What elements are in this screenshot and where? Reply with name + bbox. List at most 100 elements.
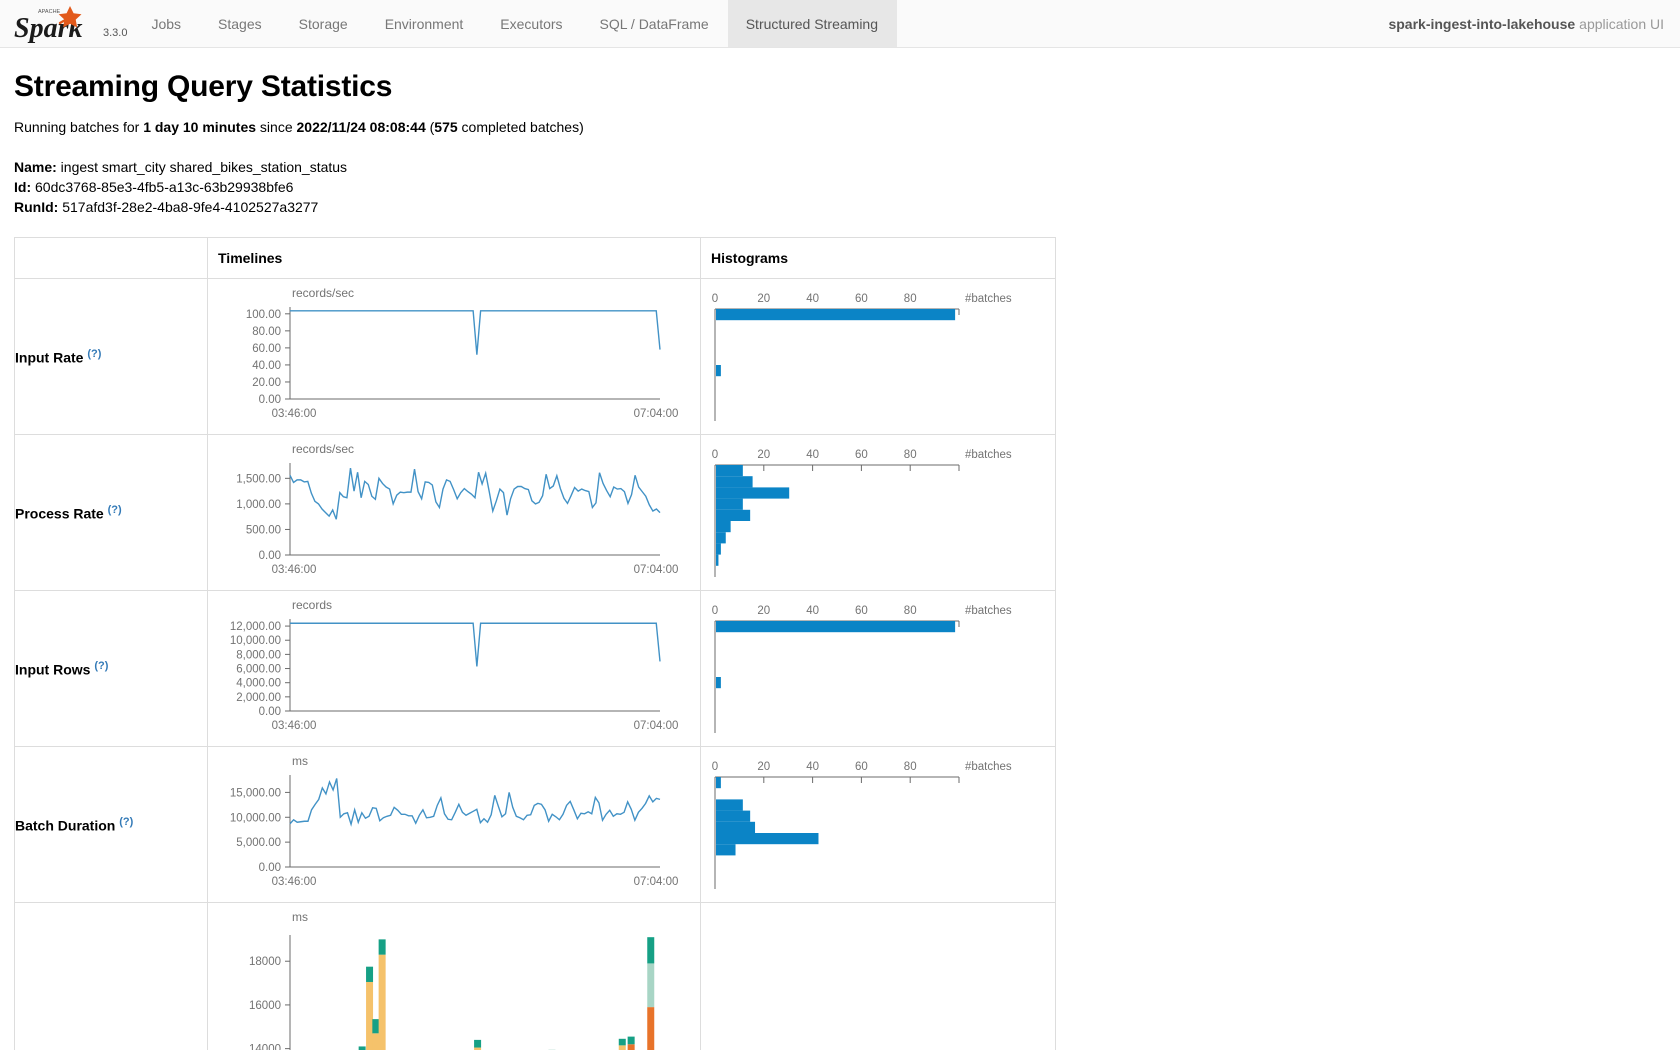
svg-text:100.00: 100.00: [246, 309, 281, 321]
timeline-chart-input-rate[interactable]: records/sec 100.00 80.00 60.00 40.00 20.00 0.0…: [208, 279, 700, 434]
svg-text:03:46:00: 03:46:00: [272, 408, 317, 420]
help-icon-process-rate[interactable]: (?): [107, 503, 122, 516]
histogram-cell-operation-duration[interactable]: [700, 902, 1056, 1050]
table-body: Input Rate (?) records/sec 100.00 80.00 60.…: [14, 278, 1056, 1050]
completed-batch-count: 575: [434, 119, 458, 135]
svg-text:20: 20: [757, 293, 770, 305]
application-name-suffix: application UI: [1579, 15, 1664, 32]
svg-text:80: 80: [904, 761, 917, 773]
row-label-batch-duration: Batch Duration (?): [14, 746, 208, 903]
timeline-chart-operation-duration[interactable]: ms 18000 16000 14000: [208, 903, 700, 1050]
query-id-label: Id:: [14, 179, 32, 195]
top-navbar: Spark APACHE 3.3.0 Jobs Stages Storage E…: [0, 0, 1680, 48]
nav-item-stages[interactable]: Stages: [218, 15, 262, 32]
timeline-chart-batch-duration[interactable]: ms 15,000.00 10,000.00 5,000.00 0.00 03:46:00…: [208, 747, 700, 902]
timeline-cell-operation-duration[interactable]: ms 18000 16000 14000: [207, 902, 701, 1050]
running-batches-summary: Running batches for 1 day 10 minutes sin…: [14, 117, 1666, 137]
timeline-cell-process-rate[interactable]: records/sec 1,500.00 1,000.00 500.00 0.00 03:…: [207, 434, 701, 591]
svg-text:20.00: 20.00: [252, 377, 281, 389]
help-icon-input-rate[interactable]: (?): [87, 347, 102, 360]
svg-text:1,000.00: 1,000.00: [236, 499, 281, 511]
help-icon-input-rows[interactable]: (?): [94, 659, 109, 672]
svg-text:ms: ms: [292, 754, 308, 768]
row-label-input-rows: Input Rows (?): [14, 590, 208, 747]
timeline-cell-input-rows[interactable]: records 12,000.00 10,000.00 8,000.00 6,000.0…: [207, 590, 701, 747]
running-open-paren: (: [425, 119, 435, 135]
svg-text:8,000.00: 8,000.00: [236, 649, 281, 661]
table-row-input-rate: Input Rate (?) records/sec 100.00 80.00 60.…: [14, 278, 1056, 435]
svg-text:0: 0: [712, 449, 718, 461]
row-label-input-rate-text: Input Rate: [15, 349, 84, 366]
nav-item-executors[interactable]: Executors: [500, 15, 563, 32]
svg-text:#batches: #batches: [965, 449, 1012, 461]
histogram-cell-input-rate[interactable]: 0 20 40 60 80 #batches: [700, 278, 1056, 435]
application-name-value: spark-ingest-into-lakehouse: [1388, 15, 1576, 32]
timeline-cell-input-rate[interactable]: records/sec 100.00 80.00 60.00 40.00 20.00 0.0…: [207, 278, 701, 435]
table-header-row: Timelines Histograms: [14, 237, 1056, 279]
svg-text:60: 60: [855, 605, 868, 617]
svg-text:07:04:00: 07:04:00: [634, 720, 678, 732]
histogram-chart-input-rate[interactable]: 0 20 40 60 80 #batches: [701, 279, 1055, 434]
timeline-cell-batch-duration[interactable]: ms 15,000.00 10,000.00 5,000.00 0.00 03:46:00…: [207, 746, 701, 903]
svg-text:16000: 16000: [249, 1000, 281, 1012]
svg-text:12,000.00: 12,000.00: [230, 621, 281, 633]
running-prefix: Running batches for: [14, 119, 144, 135]
svg-text:60.00: 60.00: [252, 343, 281, 355]
svg-text:records/sec: records/sec: [292, 442, 354, 456]
table-row-operation-duration: ms 18000 16000 14000: [14, 902, 1056, 1050]
nav-item-sql-dataframe[interactable]: SQL / DataFrame: [599, 15, 709, 32]
table-row-batch-duration: Batch Duration (?) ms 15,000.00 10,000.00 5…: [14, 746, 1056, 903]
svg-text:#batches: #batches: [965, 293, 1012, 305]
timeline-chart-process-rate[interactable]: records/sec 1,500.00 1,000.00 500.00 0.00 03:…: [208, 435, 700, 590]
header-blank: [14, 237, 208, 279]
row-label-batch-duration-text: Batch Duration: [15, 817, 116, 834]
svg-text:records: records: [292, 598, 332, 612]
query-runid-label: RunId:: [14, 199, 59, 215]
spark-version: 3.3.0: [103, 27, 128, 39]
timeline-chart-input-rows[interactable]: records 12,000.00 10,000.00 8,000.00 6,000.0…: [208, 591, 700, 746]
nav-item-storage[interactable]: Storage: [298, 15, 348, 32]
svg-text:60: 60: [855, 761, 868, 773]
svg-text:APACHE: APACHE: [38, 9, 61, 15]
svg-text:0: 0: [712, 761, 718, 773]
svg-text:07:04:00: 07:04:00: [634, 876, 678, 888]
help-icon-batch-duration[interactable]: (?): [119, 815, 134, 828]
table-row-process-rate: Process Rate (?) records/sec 1,500.00 1,00…: [14, 434, 1056, 591]
row-label-operation-duration: [14, 902, 208, 1050]
svg-text:0.00: 0.00: [259, 394, 281, 406]
nav-item-environment[interactable]: Environment: [384, 15, 464, 32]
svg-text:80.00: 80.00: [252, 326, 281, 338]
table-row-input-rows: Input Rows (?) records 12,000.00 10,000.00…: [14, 590, 1056, 747]
histogram-cell-input-rows[interactable]: 0 20 40 60 80 #batches: [700, 590, 1056, 747]
histogram-cell-process-rate[interactable]: 0 20 40 60 80 #batches: [700, 434, 1056, 591]
svg-text:0: 0: [712, 293, 718, 305]
nav-items: Jobs Stages Storage Environment Executor…: [133, 0, 898, 47]
nav-item-structured-streaming[interactable]: Structured Streaming: [727, 0, 898, 47]
svg-text:60: 60: [855, 449, 868, 461]
spark-logo-link[interactable]: Spark APACHE 3.3.0: [0, 0, 133, 47]
histogram-cell-batch-duration[interactable]: 0 20 40 60 80 #batches: [700, 746, 1056, 903]
svg-text:1,500.00: 1,500.00: [236, 473, 281, 485]
histogram-chart-process-rate[interactable]: 0 20 40 60 80 #batches: [701, 435, 1055, 590]
svg-text:03:46:00: 03:46:00: [272, 720, 317, 732]
svg-text:40.00: 40.00: [252, 360, 281, 372]
running-tail: completed batches): [457, 119, 584, 135]
svg-text:#batches: #batches: [965, 605, 1012, 617]
svg-text:records/sec: records/sec: [292, 286, 354, 300]
header-timelines: Timelines: [207, 237, 701, 279]
svg-text:03:46:00: 03:46:00: [272, 876, 317, 888]
svg-text:0.00: 0.00: [259, 706, 281, 718]
svg-text:14000: 14000: [249, 1044, 281, 1050]
running-duration: 1 day 10 minutes: [143, 119, 257, 135]
svg-text:2,000.00: 2,000.00: [236, 692, 281, 704]
svg-text:15,000.00: 15,000.00: [230, 787, 281, 799]
svg-text:07:04:00: 07:04:00: [634, 564, 678, 576]
histogram-chart-input-rows[interactable]: 0 20 40 60 80 #batches: [701, 591, 1055, 746]
svg-text:500.00: 500.00: [246, 524, 281, 536]
svg-text:ms: ms: [292, 910, 308, 924]
svg-text:20: 20: [757, 449, 770, 461]
histogram-chart-batch-duration[interactable]: 0 20 40 60 80 #batches: [701, 747, 1055, 902]
query-runid-line: RunId: 517afd3f-28e2-4ba8-9fe4-4102527a3…: [14, 197, 1666, 217]
nav-item-jobs[interactable]: Jobs: [151, 15, 182, 32]
svg-text:#batches: #batches: [965, 761, 1012, 773]
